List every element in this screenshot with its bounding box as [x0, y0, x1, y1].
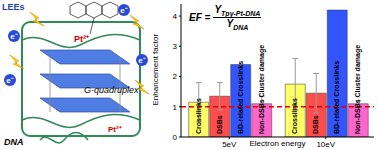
- svg-text:Non-DSBs Cluster damage: Non-DSBs Cluster damage: [354, 45, 362, 134]
- svg-text:G-quadruplex: G-quadruplex: [84, 85, 139, 95]
- svg-text:3: 3: [173, 42, 178, 51]
- html-text:EF =: EF =: [189, 12, 211, 23]
- svg-text:1: 1: [173, 103, 178, 112]
- svg-text:Crosslinks: Crosslinks: [195, 98, 202, 134]
- svg-text:0: 0: [173, 133, 178, 142]
- html-text:YTpy-Pt-DNA: YTpy-Pt-DNA: [214, 4, 261, 17]
- svg-text:DNA: DNA: [8, 137, 24, 147]
- svg-text:Pt²⁺: Pt²⁺: [108, 125, 122, 134]
- svg-text:e⁻: e⁻: [120, 6, 127, 15]
- svg-text:e⁻: e⁻: [138, 56, 145, 65]
- svg-text:10eV: 10eV: [316, 140, 335, 149]
- svg-text:LEEs: LEEs: [8, 2, 25, 12]
- svg-text:Pt²⁺: Pt²⁺: [74, 34, 89, 44]
- svg-text:Enhancement factor: Enhancement factor: [153, 34, 160, 106]
- html-text:YDNA: YDNA: [226, 18, 249, 31]
- svg-text:4: 4: [173, 12, 178, 21]
- svg-text:Electron energy: Electron energy: [249, 139, 305, 148]
- svg-text:DSBs: DSBs: [216, 115, 223, 134]
- svg-text:Non-DSBs Cluster damage: Non-DSBs Cluster damage: [258, 45, 266, 134]
- svg-text:2: 2: [173, 72, 178, 81]
- svg-text:BD-related Crosslinks: BD-related Crosslinks: [237, 61, 244, 134]
- svg-text:BD-related Crosslinks: BD-related Crosslinks: [333, 61, 340, 134]
- svg-text:e⁻: e⁻: [10, 32, 17, 41]
- svg-text:Crosslinks: Crosslinks: [291, 98, 298, 134]
- svg-text:DSBs: DSBs: [312, 115, 319, 134]
- svg-text:e⁻: e⁻: [8, 76, 14, 85]
- svg-text:5eV: 5eV: [222, 140, 237, 149]
